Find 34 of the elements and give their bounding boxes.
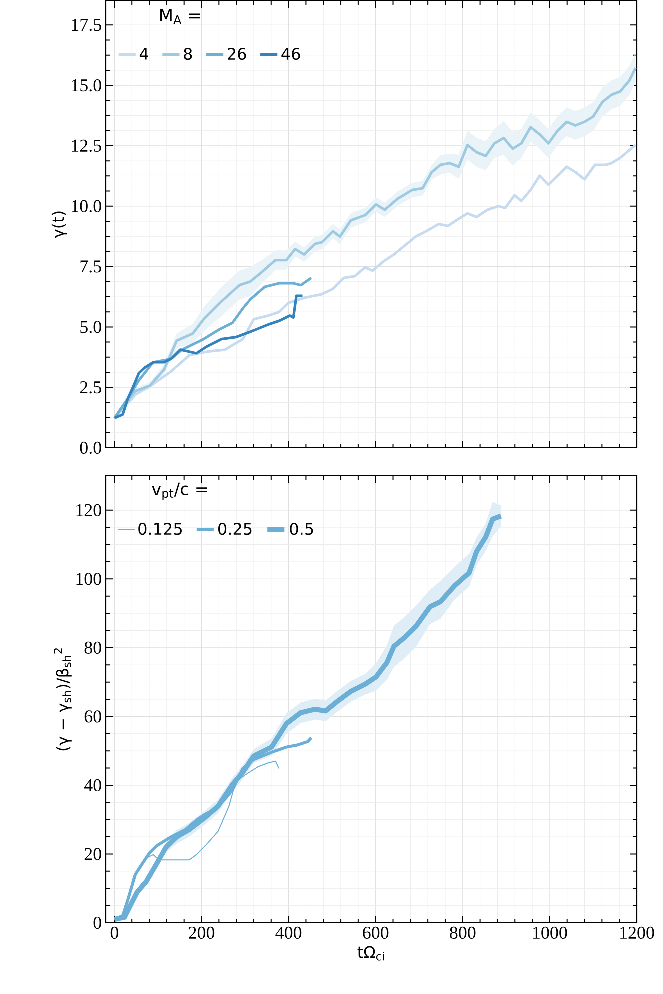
y-tick-label: 0.0 — [80, 442, 102, 454]
legend-label: 46 — [282, 48, 300, 60]
x-tick-label: 400 — [276, 926, 302, 940]
x-tick-label: 200 — [189, 926, 215, 940]
y-tick-label: 17.5 — [72, 19, 102, 32]
y-tick-label: 120 — [76, 504, 102, 516]
y-tick-label: 15.0 — [72, 79, 102, 92]
y-tick-label: 12.5 — [72, 140, 102, 152]
x-tick-label: 800 — [450, 926, 476, 940]
x-tick-label: 1200 — [620, 926, 654, 940]
x-axis-title: tΩ$_{ci}$ — [358, 946, 384, 961]
legend-label: 0.25 — [218, 523, 252, 536]
y-axis-title: γ(t) — [52, 212, 68, 238]
y-tick-label: 100 — [76, 573, 102, 586]
legend-title: v$_{pt}$/c = — [152, 482, 208, 500]
legend-label: 8 — [184, 48, 192, 60]
legend-label: 26 — [228, 48, 246, 60]
y-tick-label: 40 — [84, 779, 102, 792]
y-tick-label: 20 — [84, 848, 102, 860]
y-tick-label: 0 — [94, 916, 102, 930]
y-axis-title: (γ − γ$_{sh}$)/β$_{sh}$2 — [54, 648, 72, 751]
x-tick-label: 1000 — [534, 926, 568, 940]
y-tick-label: 5.0 — [80, 321, 102, 334]
legend-label: 0.5 — [290, 523, 314, 536]
y-tick-label: 2.5 — [80, 382, 102, 394]
legend-title: M$_{A}$ = — [160, 9, 200, 24]
y-tick-label: 60 — [84, 710, 102, 723]
y-tick-label: 7.5 — [80, 260, 102, 273]
x-tick-label: 600 — [363, 926, 389, 940]
x-tick-label: 0 — [110, 926, 119, 940]
legend-label: 0.125 — [138, 523, 182, 536]
y-tick-label: 10.0 — [72, 200, 102, 212]
y-tick-label: 80 — [84, 642, 102, 654]
legend-label: 4 — [140, 48, 148, 60]
